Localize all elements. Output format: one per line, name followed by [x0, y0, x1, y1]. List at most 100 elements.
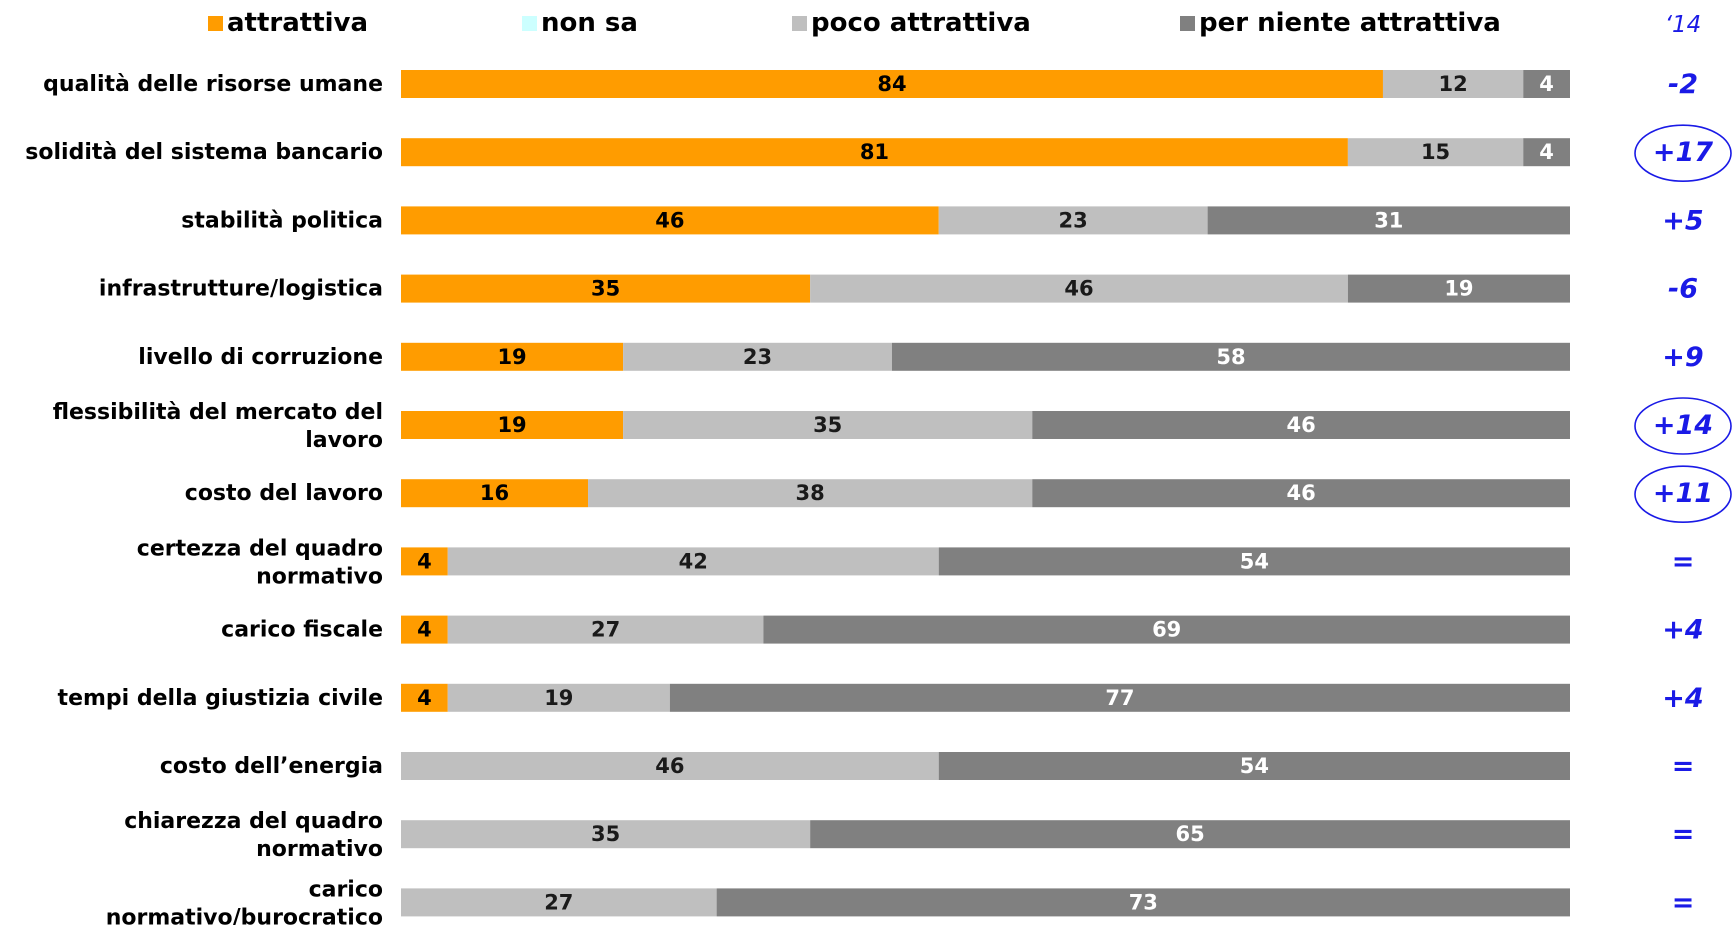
- data-label: 15: [1421, 140, 1450, 164]
- category-label: chiarezza del quadro normativo: [124, 809, 383, 862]
- category-label: carico normativo/burocratico: [106, 877, 383, 925]
- change-circle: [1634, 397, 1732, 455]
- data-label: 77: [1105, 686, 1134, 710]
- bar-poco-attrattiva: [623, 411, 1033, 439]
- change-value: =: [1672, 887, 1695, 918]
- data-label: 46: [1287, 481, 1316, 505]
- data-label: 46: [1064, 277, 1093, 301]
- data-label: 19: [544, 686, 573, 710]
- bar-per-niente-attrattiva: [938, 752, 1570, 780]
- data-label: 4: [417, 686, 432, 710]
- data-label: 16: [480, 481, 509, 505]
- bar-poco-attrattiva: [401, 820, 811, 849]
- change-value: +4: [1662, 615, 1703, 646]
- bar-poco-attrattiva: [401, 888, 717, 917]
- data-label: 19: [1444, 277, 1473, 301]
- legend-label-non-sa: non sa: [541, 8, 638, 38]
- change-value: =: [1672, 751, 1695, 782]
- data-label: 35: [813, 413, 842, 437]
- data-label: 4: [1539, 140, 1554, 164]
- bar-poco-attrattiva: [1382, 70, 1524, 98]
- bar-poco-attrattiva: [401, 752, 939, 780]
- bar-poco-attrattiva: [447, 683, 670, 712]
- bar-per-niente-attrattiva: [1207, 206, 1570, 235]
- bar-poco-attrattiva: [623, 342, 892, 371]
- data-label: 27: [591, 618, 620, 642]
- data-label: 65: [1175, 822, 1204, 846]
- change-value: -2: [1668, 69, 1698, 100]
- change-value: =: [1672, 546, 1695, 577]
- category-label: solidità del sistema bancario: [25, 140, 383, 165]
- data-label: 31: [1374, 208, 1403, 232]
- change-value: +11: [1653, 478, 1713, 509]
- category-label: stabilità politica: [181, 208, 383, 233]
- data-label: 23: [743, 345, 772, 369]
- data-label: 73: [1129, 890, 1158, 914]
- category-label: carico fiscale: [221, 618, 383, 643]
- bar-poco-attrattiva: [447, 615, 764, 644]
- bar-per-niente-attrattiva: [763, 615, 1570, 644]
- bar-per-niente-attrattiva: [669, 683, 1570, 712]
- data-label: 46: [655, 754, 684, 778]
- data-label: 4: [1539, 72, 1554, 96]
- bar-per-niente-attrattiva: [716, 888, 1570, 917]
- data-label: 23: [1059, 208, 1088, 232]
- bar-attrattiva: [401, 479, 589, 508]
- data-label: 54: [1240, 549, 1269, 573]
- bar-attrattiva: [401, 547, 448, 576]
- bar-attrattiva: [401, 411, 624, 439]
- category-label: qualità delle risorse umane: [43, 72, 383, 97]
- change-value: =: [1672, 819, 1695, 850]
- data-label: 42: [679, 549, 708, 573]
- bar-attrattiva: [401, 206, 939, 235]
- category-label: livello di corruzione: [138, 345, 383, 370]
- change-value: +14: [1653, 410, 1713, 441]
- change-circle: [1634, 124, 1732, 182]
- bar-attrattiva: [401, 70, 1383, 98]
- change-value: +4: [1662, 683, 1703, 714]
- legend-swatch-attrattiva: [208, 16, 223, 31]
- data-label: 81: [860, 140, 889, 164]
- bar-attrattiva: [401, 615, 448, 644]
- data-label: 27: [544, 890, 573, 914]
- change-value: +17: [1653, 137, 1713, 168]
- change-header: ‘14: [1665, 12, 1702, 38]
- bar-per-niente-attrattiva: [938, 547, 1570, 576]
- category-label: costo dell’energia: [160, 754, 383, 779]
- data-label: 38: [796, 481, 825, 505]
- bar-attrattiva: [401, 683, 448, 712]
- bar-poco-attrattiva: [447, 547, 939, 576]
- bar-per-niente-attrattiva: [810, 820, 1570, 849]
- legend-label-attrattiva: attrattiva: [227, 8, 368, 38]
- bar-attrattiva: [401, 138, 1348, 167]
- bar-poco-attrattiva: [1347, 138, 1524, 167]
- category-label: certezza del quadro normativo: [137, 536, 383, 589]
- category-label: infrastrutture/logistica: [99, 277, 383, 302]
- legend-label-poco-attrattiva: poco attrattiva: [811, 8, 1031, 38]
- data-label: 58: [1216, 345, 1245, 369]
- data-label: 84: [877, 72, 906, 96]
- bar-attrattiva: [401, 342, 624, 371]
- bar-per-niente-attrattiva: [891, 342, 1570, 371]
- bar-per-niente-attrattiva: [1523, 138, 1570, 167]
- legend-swatch-non-sa: [522, 16, 537, 31]
- bar-per-niente-attrattiva: [1032, 411, 1570, 439]
- bar-per-niente-attrattiva: [1347, 274, 1570, 303]
- change-circle: [1634, 465, 1732, 524]
- change-value: +9: [1662, 342, 1703, 373]
- data-label: 4: [417, 618, 432, 642]
- data-label: 19: [497, 413, 526, 437]
- bar-attrattiva: [401, 274, 811, 303]
- legend-label-per-niente-attrattiva: per niente attrattiva: [1199, 8, 1501, 38]
- data-label: 12: [1438, 72, 1467, 96]
- legend-swatch-poco-attrattiva: [792, 16, 807, 31]
- data-label: 35: [591, 277, 620, 301]
- change-value: +5: [1662, 205, 1703, 236]
- data-label: 54: [1240, 754, 1269, 778]
- bar-poco-attrattiva: [810, 274, 1348, 303]
- data-label: 19: [497, 345, 526, 369]
- data-label: 69: [1152, 618, 1181, 642]
- category-label: flessibilità del mercato del lavoro: [53, 400, 383, 453]
